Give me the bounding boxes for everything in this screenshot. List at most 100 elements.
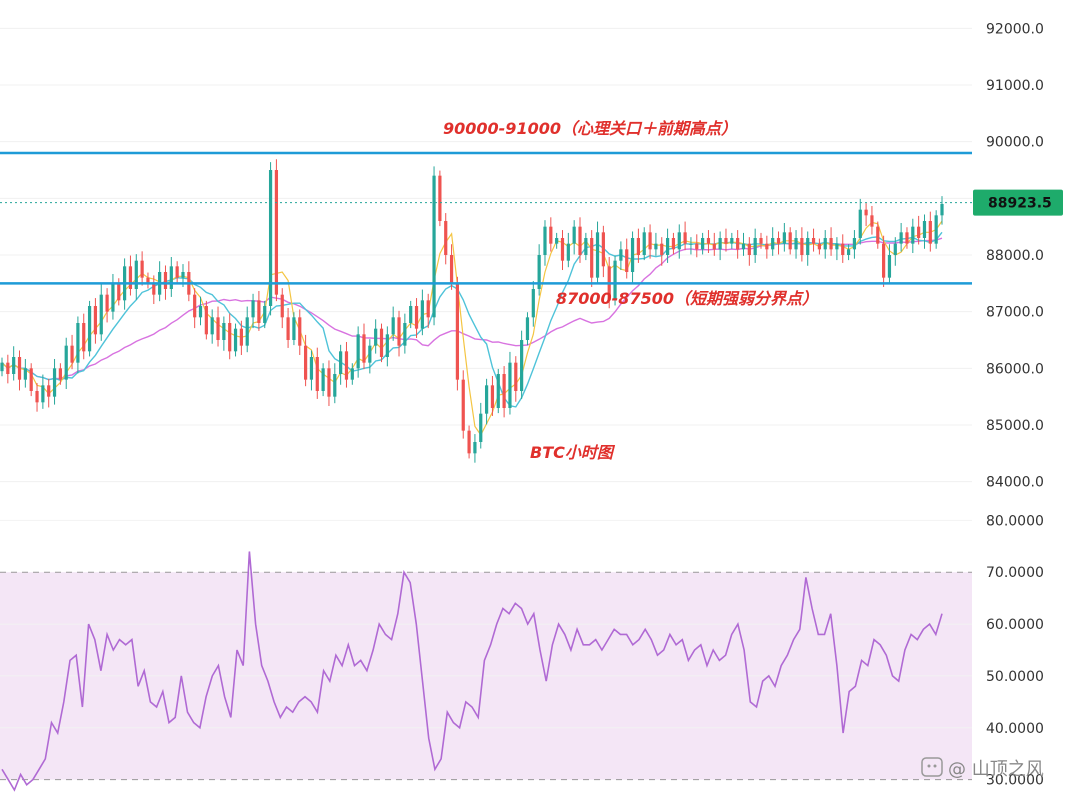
candle-body [315, 357, 319, 391]
price-axis: 92000.091000.090000.089000.088000.087000… [986, 21, 1044, 490]
candle-body [776, 238, 781, 244]
candlesticks [0, 159, 944, 463]
candle-body [514, 362, 518, 391]
candle-body [520, 340, 524, 391]
candle-body [169, 266, 173, 289]
candle-body [484, 385, 489, 414]
candle-body [788, 232, 792, 250]
candle-body [771, 238, 775, 250]
candle-body [409, 306, 413, 323]
candle-body [905, 232, 909, 244]
candle-body [677, 232, 681, 250]
rsi-gridlines [0, 519, 972, 729]
price-tick-label: 92000.0 [986, 21, 1044, 37]
candle-body [333, 374, 337, 397]
candle-body [303, 345, 308, 380]
candle-body [280, 294, 284, 318]
candle-body [660, 243, 664, 255]
candle-body [111, 283, 115, 312]
candle-body [525, 317, 530, 340]
candle-body [887, 255, 892, 278]
candle-body [35, 391, 39, 403]
candle-body [882, 243, 886, 278]
candle-body [41, 385, 45, 403]
candle-body [339, 351, 343, 374]
candle-body [29, 368, 33, 391]
candle-body [595, 232, 600, 278]
rsi-tick-label: 80.0000 [986, 513, 1044, 529]
resistance-annotation: 90000-91000（心理关口＋前期高点） [443, 119, 737, 138]
candle-body [175, 266, 179, 278]
candle-body [6, 362, 10, 374]
candle-body [560, 238, 565, 261]
candle-body [0, 362, 4, 372]
candle-body [473, 442, 477, 454]
candle-body [17, 357, 22, 380]
candle-body [630, 238, 635, 272]
candle-body [928, 221, 932, 244]
candle-body [461, 379, 465, 431]
candle-body [327, 368, 331, 397]
candle-body [940, 204, 944, 216]
rsi-tick-label: 60.0000 [986, 617, 1044, 633]
support-annotation: 87000-87500（短期强弱分界点） [556, 289, 818, 308]
candle-body [239, 328, 243, 346]
candle-body [852, 238, 857, 250]
candle-body [379, 328, 384, 357]
candle-body [140, 260, 144, 278]
candle-body [613, 260, 617, 301]
price-tick-label: 85000.0 [986, 418, 1044, 434]
candle-body [216, 317, 220, 340]
candle-body [444, 221, 448, 255]
chart-label-annotation: BTC小时图 [530, 443, 616, 462]
candle-body [233, 328, 238, 352]
candle-body [572, 226, 576, 244]
price-tick-label: 86000.0 [986, 361, 1044, 377]
candle-body [817, 243, 821, 250]
candle-body [467, 430, 471, 454]
candle-body [251, 300, 255, 318]
price-tick-label: 88000.0 [986, 248, 1044, 264]
price-gridlines [0, 27, 972, 483]
rsi-tick-label: 40.0000 [986, 721, 1044, 737]
candle-body [128, 266, 133, 289]
candle-body [806, 238, 810, 255]
candle-body [76, 323, 80, 363]
candle-body [917, 226, 921, 238]
candle-body [181, 272, 185, 278]
candle-body [222, 323, 226, 340]
candle-body [531, 289, 535, 318]
candle-body [309, 357, 314, 380]
candle-body [625, 249, 629, 272]
candle-body [566, 243, 570, 261]
candle-body [479, 413, 483, 442]
candle-body [134, 260, 138, 289]
candle-body [403, 323, 407, 346]
candle-body [268, 170, 273, 306]
candle-body [747, 243, 751, 255]
candle-body [163, 272, 168, 289]
candle-body [736, 238, 740, 250]
candle-body [356, 334, 360, 369]
candle-body [858, 209, 862, 238]
candle-body [391, 317, 395, 335]
candle-body [846, 249, 851, 255]
candle-body [835, 243, 839, 250]
candle-body [870, 215, 874, 227]
rsi-tick-label: 70.0000 [986, 565, 1044, 581]
candle-body [374, 328, 378, 346]
candle-body [198, 306, 203, 318]
price-tick-label: 87000.0 [986, 305, 1044, 321]
candle-body [701, 238, 705, 250]
candle-body [502, 374, 506, 408]
candle-body [70, 345, 74, 363]
candle-body [52, 368, 57, 397]
candle-body [263, 306, 267, 323]
candle-body [368, 345, 372, 363]
rsi-tick-label: 50.0000 [986, 669, 1044, 685]
candle-body [245, 317, 249, 346]
candle-body [426, 300, 430, 318]
candle-body [274, 170, 279, 295]
candle-body [782, 232, 786, 244]
